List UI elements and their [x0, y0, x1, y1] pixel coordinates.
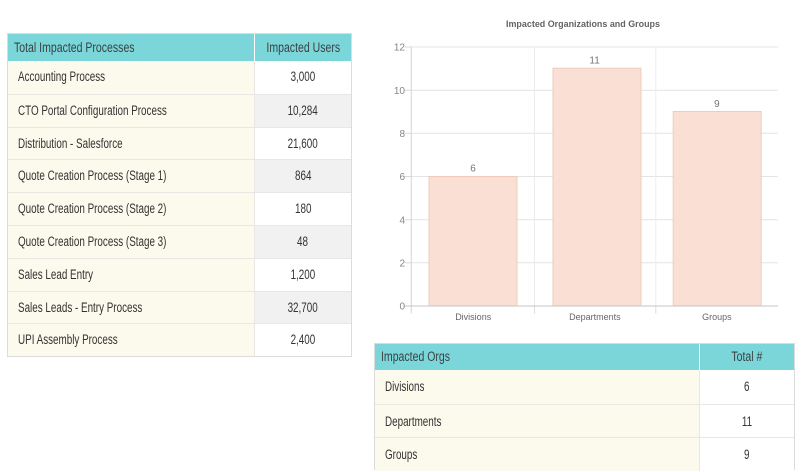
svg-text:0: 0: [399, 302, 405, 313]
svg-text:2: 2: [399, 258, 405, 269]
svg-text:Groups: Groups: [702, 312, 732, 322]
svg-text:Impacted Organizations and Gro: Impacted Organizations and Groups: [506, 19, 660, 30]
svg-text:Divisions: Divisions: [455, 312, 492, 322]
svg-text:10: 10: [394, 86, 406, 97]
svg-text:9: 9: [714, 99, 720, 110]
svg-text:6: 6: [399, 172, 405, 183]
svg-text:12: 12: [394, 43, 406, 54]
svg-text:4: 4: [399, 215, 405, 226]
svg-text:8: 8: [399, 129, 405, 140]
svg-text:11: 11: [589, 56, 600, 67]
svg-text:6: 6: [470, 164, 476, 175]
svg-text:Departments: Departments: [569, 312, 621, 322]
